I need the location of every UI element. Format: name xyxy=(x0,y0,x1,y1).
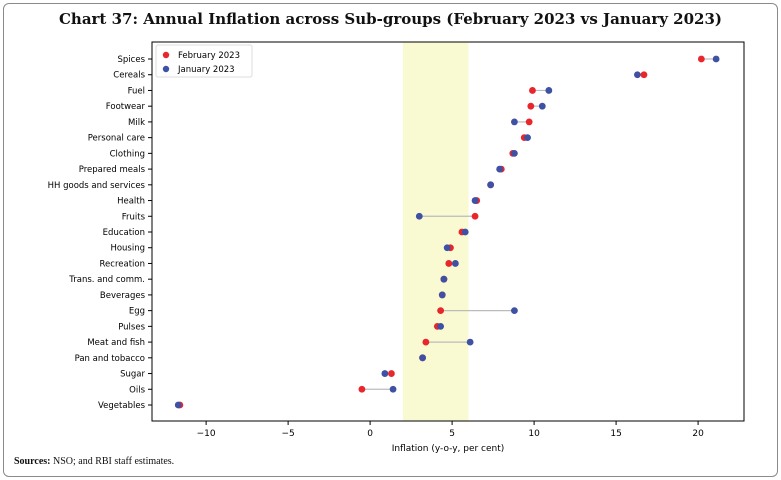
y-tick-label: Prepared meals xyxy=(79,165,146,175)
y-tick-label: Trans. and comm. xyxy=(68,275,145,285)
x-axis-label: Inflation (y-o-y, per cent) xyxy=(392,444,505,454)
y-tick-label: Egg xyxy=(129,307,145,317)
point-january xyxy=(545,87,553,94)
target-band xyxy=(402,42,469,421)
point-february xyxy=(697,55,705,63)
point-february xyxy=(527,102,535,110)
point-january xyxy=(511,307,518,315)
point-january xyxy=(461,228,469,236)
point-february xyxy=(640,71,648,79)
y-tick-label: Education xyxy=(103,228,145,238)
point-january xyxy=(524,134,531,142)
y-tick-label: Clothing xyxy=(110,149,145,159)
point-january xyxy=(538,102,546,110)
y-tick-label: Milk xyxy=(128,118,145,128)
point-january xyxy=(419,354,426,362)
point-january xyxy=(511,118,518,126)
point-february xyxy=(525,118,533,126)
x-tick-label: 20 xyxy=(692,429,704,439)
point-january xyxy=(443,244,451,252)
x-tick-label: 15 xyxy=(610,429,621,439)
point-february xyxy=(358,385,366,393)
point-january xyxy=(487,181,495,189)
chart-title: Chart 37: Annual Inflation across Sub-gr… xyxy=(58,10,723,28)
y-tick-label: Fruits xyxy=(122,212,146,222)
point-february xyxy=(422,338,430,346)
y-tick-label: Spices xyxy=(118,55,146,65)
point-january xyxy=(437,322,445,330)
point-february xyxy=(471,212,479,220)
y-tick-label: Pulses xyxy=(118,322,145,332)
point-january xyxy=(174,401,182,409)
x-tick-label: 10 xyxy=(528,429,540,439)
y-tick-label: Oils xyxy=(129,385,145,395)
point-january xyxy=(712,55,720,63)
point-january xyxy=(438,291,446,299)
x-tick-label: 0 xyxy=(367,429,373,439)
y-tick-label: Health xyxy=(117,197,145,207)
legend-marker xyxy=(162,65,170,73)
y-tick-label: Pan and tobacco xyxy=(75,354,145,364)
y-tick-label: Vegetables xyxy=(98,401,146,411)
point-january xyxy=(466,338,474,346)
point-january xyxy=(634,71,641,79)
y-tick-label: Footwear xyxy=(106,102,146,112)
point-february xyxy=(388,370,395,377)
point-january xyxy=(471,197,479,204)
point-january xyxy=(496,165,504,173)
legend-marker xyxy=(162,51,170,59)
chart-frame xyxy=(3,3,778,477)
y-tick-label: Personal care xyxy=(88,134,145,144)
x-tick-label: 5 xyxy=(449,429,455,439)
y-tick-label: Housing xyxy=(110,244,145,254)
x-tick-label: −5 xyxy=(281,429,294,439)
point-january xyxy=(511,149,518,157)
point-february xyxy=(529,87,536,94)
legend-label: February 2023 xyxy=(178,51,240,61)
point-february xyxy=(437,307,445,315)
point-january xyxy=(440,275,448,283)
legend-label: January 2023 xyxy=(177,65,235,75)
point-february xyxy=(445,260,453,267)
y-tick-label: Recreation xyxy=(100,259,145,269)
source-label: Sources: xyxy=(14,456,51,467)
y-tick-label: Beverages xyxy=(100,291,146,301)
point-january xyxy=(415,212,423,220)
y-tick-label: HH goods and services xyxy=(48,181,146,191)
y-tick-label: Fuel xyxy=(128,86,145,96)
y-tick-label: Meat and fish xyxy=(87,338,145,348)
legend xyxy=(155,44,253,78)
x-tick-label: −10 xyxy=(197,429,216,439)
point-january xyxy=(451,260,459,267)
point-january xyxy=(389,385,397,393)
point-january xyxy=(381,370,389,377)
y-tick-label: Sugar xyxy=(120,370,145,380)
y-tick-label: Cereals xyxy=(113,71,145,81)
source-text: NSO; and RBI staff estimates. xyxy=(50,456,175,467)
source-note: Sources: NSO; and RBI staff estimates. xyxy=(14,456,174,467)
